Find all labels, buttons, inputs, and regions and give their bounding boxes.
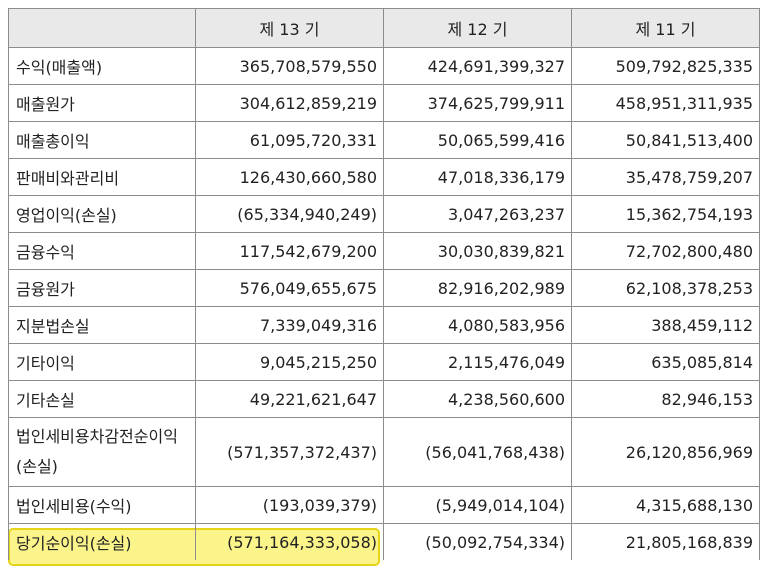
- table-row: 수익(매출액) 365,708,579,550 424,691,399,327 …: [8, 47, 760, 85]
- value-cell: 3,047,263,237: [383, 195, 572, 233]
- row-label: 법인세비용(수익): [8, 486, 196, 524]
- header-row: 제 13 기 제 12 기 제 11 기: [8, 8, 760, 48]
- value-cell: 576,049,655,675: [195, 269, 384, 307]
- value-cell: 117,542,679,200: [195, 232, 384, 270]
- value-cell: (56,041,768,438): [383, 417, 572, 487]
- table-row: 금융원가 576,049,655,675 82,916,202,989 62,1…: [8, 269, 760, 307]
- value-cell: 374,625,799,911: [383, 84, 572, 122]
- header-blank-cell: [8, 8, 196, 48]
- row-label: 영업이익(손실): [8, 195, 196, 233]
- value-cell: 72,702,800,480: [571, 232, 760, 270]
- value-cell: 458,951,311,935: [571, 84, 760, 122]
- row-label: 수익(매출액): [8, 47, 196, 85]
- value-cell: 62,108,378,253: [571, 269, 760, 307]
- value-cell: (571,164,333,058): [195, 523, 384, 560]
- value-cell: 7,339,049,316: [195, 306, 384, 344]
- row-label: 매출원가: [8, 84, 196, 122]
- table-row: 기타이익 9,045,215,250 2,115,476,049 635,085…: [8, 343, 760, 381]
- table-row: 판매비와관리비 126,430,660,580 47,018,336,179 3…: [8, 158, 760, 196]
- row-label: 금융수익: [8, 232, 196, 270]
- value-cell: 424,691,399,327: [383, 47, 572, 85]
- table-row: 기타손실 49,221,621,647 4,238,560,600 82,946…: [8, 380, 760, 418]
- value-cell: 21,805,168,839: [571, 523, 760, 560]
- row-label: 지분법손실: [8, 306, 196, 344]
- value-cell: 30,030,839,821: [383, 232, 572, 270]
- value-cell: 635,085,814: [571, 343, 760, 381]
- value-cell: 50,841,513,400: [571, 121, 760, 159]
- value-cell: 4,315,688,130: [571, 486, 760, 524]
- net-income-row: 당기순이익(손실) (571,164,333,058) (50,092,754,…: [8, 523, 760, 560]
- header-period-11: 제 11 기: [571, 8, 760, 48]
- row-label: 매출총이익: [8, 121, 196, 159]
- value-cell: 50,065,599,416: [383, 121, 572, 159]
- value-cell: (571,357,372,437): [195, 417, 384, 487]
- value-cell: 388,459,112: [571, 306, 760, 344]
- value-cell: 509,792,825,335: [571, 47, 760, 85]
- row-label: 기타이익: [8, 343, 196, 381]
- value-cell: (193,039,379): [195, 486, 384, 524]
- income-statement-table: 제 13 기 제 12 기 제 11 기 수익(매출액) 365,708,579…: [8, 8, 760, 560]
- row-label: 법인세비용차감전순이익(손실): [8, 417, 196, 487]
- value-cell: 9,045,215,250: [195, 343, 384, 381]
- value-cell: 26,120,856,969: [571, 417, 760, 487]
- value-cell: 2,115,476,049: [383, 343, 572, 381]
- value-cell: 82,946,153: [571, 380, 760, 418]
- value-cell: 304,612,859,219: [195, 84, 384, 122]
- value-cell: 82,916,202,989: [383, 269, 572, 307]
- table-row: 법인세비용(수익) (193,039,379) (5,949,014,104) …: [8, 486, 760, 524]
- row-label: 기타손실: [8, 380, 196, 418]
- value-cell: 47,018,336,179: [383, 158, 572, 196]
- table-row: 지분법손실 7,339,049,316 4,080,583,956 388,45…: [8, 306, 760, 344]
- value-cell: 126,430,660,580: [195, 158, 384, 196]
- value-cell: (65,334,940,249): [195, 195, 384, 233]
- table-row: 영업이익(손실) (65,334,940,249) 3,047,263,237 …: [8, 195, 760, 233]
- table-row: 법인세비용차감전순이익(손실) (571,357,372,437) (56,04…: [8, 417, 760, 487]
- row-label: 당기순이익(손실): [8, 523, 196, 560]
- table-row: 금융수익 117,542,679,200 30,030,839,821 72,7…: [8, 232, 760, 270]
- value-cell: 35,478,759,207: [571, 158, 760, 196]
- table-row: 매출총이익 61,095,720,331 50,065,599,416 50,8…: [8, 121, 760, 159]
- header-period-13: 제 13 기: [195, 8, 384, 48]
- header-period-12: 제 12 기: [383, 8, 572, 48]
- row-label: 판매비와관리비: [8, 158, 196, 196]
- value-cell: 61,095,720,331: [195, 121, 384, 159]
- value-cell: 365,708,579,550: [195, 47, 384, 85]
- row-label: 금융원가: [8, 269, 196, 307]
- table-row: 매출원가 304,612,859,219 374,625,799,911 458…: [8, 84, 760, 122]
- value-cell: 49,221,621,647: [195, 380, 384, 418]
- value-cell: 4,238,560,600: [383, 380, 572, 418]
- value-cell: (50,092,754,334): [383, 523, 572, 560]
- value-cell: 15,362,754,193: [571, 195, 760, 233]
- value-cell: 4,080,583,956: [383, 306, 572, 344]
- value-cell: (5,949,014,104): [383, 486, 572, 524]
